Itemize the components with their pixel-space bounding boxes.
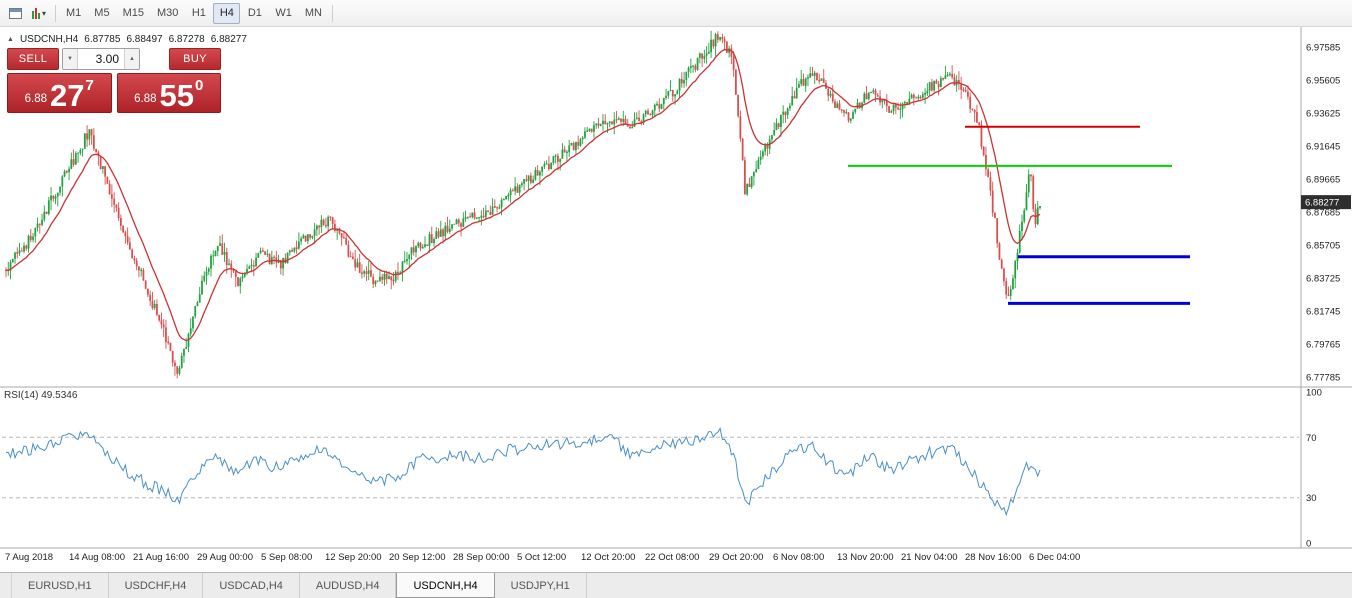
svg-text:13 Nov 20:00: 13 Nov 20:00 (837, 552, 894, 563)
buy-price-prefix: 6.88 (134, 92, 157, 105)
toolbar-separator (55, 4, 56, 22)
chart-region: RSI(14) 49.5346 100 70 30 0 6.97585 6.95605 6.9… (0, 27, 1352, 572)
candlestick-icon (31, 7, 40, 19)
ohlc-low: 6.87278 (168, 34, 205, 45)
svg-text:5 Oct 12:00: 5 Oct 12:00 (517, 552, 566, 563)
timeframe-button-h4[interactable]: H4 (213, 2, 241, 24)
timeframe-button-d1[interactable]: D1 (241, 3, 268, 24)
svg-text:21 Nov 04:00: 21 Nov 04:00 (901, 552, 958, 563)
chart-tabs-bar: EURUSD,H1 USDCHF,H4 USDCAD,H4 AUDUSD,H4 USDC… (0, 572, 1352, 598)
svg-text:6 Dec 04:00: 6 Dec 04:00 (1029, 552, 1080, 563)
timeframe-button-m1[interactable]: M1 (60, 3, 87, 24)
current-price-value: 6.88277 (1305, 198, 1339, 209)
svg-text:22 Oct 08:00: 22 Oct 08:00 (645, 552, 699, 563)
svg-text:0: 0 (1306, 539, 1311, 550)
tab-audusd-h4[interactable]: AUDUSD,H4 (300, 573, 397, 598)
tab-usdcad-h4[interactable]: USDCAD,H4 (203, 573, 300, 598)
buy-price-sup: 0 (195, 77, 204, 94)
volume-increase-button[interactable]: ▲ (124, 49, 139, 69)
svg-text:6.83725: 6.83725 (1306, 274, 1340, 285)
collapse-icon[interactable]: ▲ (7, 36, 14, 43)
svg-text:14 Aug 08:00: 14 Aug 08:00 (69, 552, 125, 563)
main-chart (5, 30, 1190, 379)
timeframe-button-h1[interactable]: H1 (185, 3, 212, 24)
svg-text:6.95605: 6.95605 (1306, 76, 1340, 87)
sell-quote[interactable]: 6.88 27 7 (7, 73, 112, 113)
moving-average-line (6, 48, 1041, 342)
tab-usdcnh-h4[interactable]: USDCNH,H4 (396, 573, 495, 598)
svg-text:6.89665: 6.89665 (1306, 175, 1340, 186)
svg-text:7 Aug 2018: 7 Aug 2018 (5, 552, 53, 563)
timeframe-button-mn[interactable]: MN (299, 3, 328, 24)
svg-text:6.93625: 6.93625 (1306, 109, 1340, 120)
svg-text:5 Sep 08:00: 5 Sep 08:00 (261, 552, 312, 563)
svg-text:6.77785: 6.77785 (1306, 373, 1340, 384)
price-axis: 6.97585 6.95605 6.93625 6.91645 6.89665 6.876… (1306, 43, 1340, 384)
chart-tabs: EURUSD,H1 USDCHF,H4 USDCAD,H4 AUDUSD,H4 USDC… (12, 573, 587, 598)
ohlc-readout: ▲ USDCNH,H4 6.87785 6.88497 6.87278 6.88… (7, 34, 247, 45)
volume-value[interactable]: 3.00 (78, 49, 124, 69)
sell-price-sup: 7 (85, 77, 94, 94)
svg-text:12 Oct 20:00: 12 Oct 20:00 (581, 552, 635, 563)
svg-text:28 Sep 00:00: 28 Sep 00:00 (453, 552, 510, 563)
current-price-badge (1301, 195, 1351, 210)
svg-text:70: 70 (1306, 433, 1317, 444)
rsi-panel: RSI(14) 49.5346 100 70 30 0 (2, 388, 1322, 550)
svg-text:21 Aug 16:00: 21 Aug 16:00 (133, 552, 189, 563)
svg-text:20 Sep 12:00: 20 Sep 12:00 (389, 552, 446, 563)
toolbar: ▾ M1 M5 M15 M30 H1 H4 D1 W1 MN (0, 0, 1352, 27)
buy-price-big: 55 (159, 78, 195, 113)
rsi-indicator-label: RSI(14) 49.5346 (4, 390, 78, 401)
sell-price-big: 27 (50, 78, 85, 113)
svg-text:12 Sep 20:00: 12 Sep 20:00 (325, 552, 382, 563)
svg-text:6.79765: 6.79765 (1306, 340, 1340, 351)
svg-text:6.81745: 6.81745 (1306, 307, 1340, 318)
tabbar-spacer (0, 573, 12, 598)
tab-usdjpy-h1[interactable]: USDJPY,H1 (495, 573, 587, 598)
toolbar-separator (331, 4, 333, 22)
svg-text:6.85705: 6.85705 (1306, 241, 1340, 252)
svg-text:6.87685: 6.87685 (1306, 208, 1340, 219)
volume-stepper: ▼ 3.00 ▲ (62, 48, 140, 70)
svg-text:29 Oct 20:00: 29 Oct 20:00 (709, 552, 763, 563)
timeframe-button-m30[interactable]: M30 (151, 3, 184, 24)
svg-text:6.91645: 6.91645 (1306, 142, 1340, 153)
rsi-line (5, 427, 1041, 517)
svg-text:100: 100 (1306, 388, 1322, 399)
chevron-down-icon: ▾ (41, 8, 46, 18)
svg-text:29 Aug 00:00: 29 Aug 00:00 (197, 552, 253, 563)
trade-controls-row: SELL ▼ 3.00 ▲ BUY (7, 48, 221, 70)
timeframe-button-w1[interactable]: W1 (269, 3, 298, 24)
timeframe-button-m5[interactable]: M5 (88, 3, 115, 24)
svg-text:6 Nov 08:00: 6 Nov 08:00 (773, 552, 824, 563)
trade-quotes-row: 6.88 27 7 6.88 55 0 (7, 73, 221, 113)
ohlc-high: 6.88497 (126, 34, 163, 45)
ohlc-close: 6.88277 (210, 34, 247, 45)
window-icon (8, 7, 22, 19)
one-click-trading-panel: SELL ▼ 3.00 ▲ BUY 6.88 27 7 6.88 55 0 (7, 48, 221, 113)
new-window-button[interactable] (3, 3, 27, 24)
svg-text:30: 30 (1306, 493, 1317, 504)
tab-usdchf-h4[interactable]: USDCHF,H4 (109, 573, 204, 598)
sell-button[interactable]: SELL (7, 48, 59, 70)
volume-decrease-button[interactable]: ▼ (63, 49, 78, 69)
sell-price-prefix: 6.88 (24, 92, 48, 105)
ohlc-open: 6.87785 (84, 34, 121, 45)
buy-quote[interactable]: 6.88 55 0 (116, 73, 221, 113)
svg-text:28 Nov 16:00: 28 Nov 16:00 (965, 552, 1022, 563)
ohlc-symbol: USDCNH,H4 (19, 34, 79, 45)
time-axis: 7 Aug 2018 14 Aug 08:00 21 Aug 16:00 29 Aug… (5, 552, 1080, 563)
price-chart-canvas[interactable]: RSI(14) 49.5346 100703006.975856.956056.9… (0, 27, 1352, 572)
timeframe-toolbar: M1 M5 M15 M30 H1 H4 D1 W1 MN (60, 2, 328, 24)
chart-type-button[interactable]: ▾ (27, 3, 51, 24)
svg-text:6.97585: 6.97585 (1306, 43, 1340, 54)
tab-eurusd-h1[interactable]: EURUSD,H1 (12, 573, 109, 598)
timeframe-button-m15[interactable]: M15 (117, 3, 150, 24)
buy-button[interactable]: BUY (169, 48, 221, 70)
